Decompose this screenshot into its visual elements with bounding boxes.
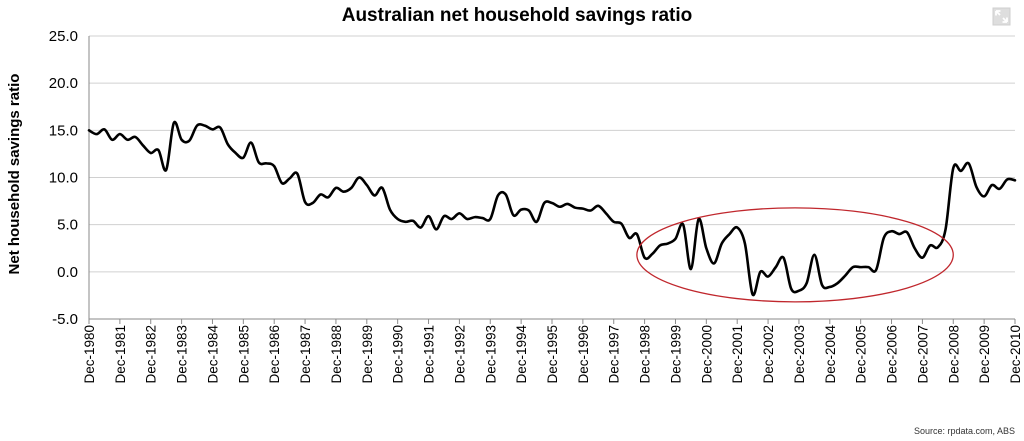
x-tick-label: Dec-1995 bbox=[545, 325, 560, 384]
x-tick-label: Dec-1991 bbox=[422, 325, 437, 384]
x-tick-label: Dec-2010 bbox=[1008, 325, 1023, 384]
y-tick-label: 5.0 bbox=[57, 217, 78, 234]
savings-ratio-line bbox=[87, 120, 1017, 297]
x-tick-label: Dec-2006 bbox=[885, 325, 900, 384]
x-tick-label: Dec-2004 bbox=[823, 325, 838, 384]
chart-title: Australian net household savings ratio bbox=[342, 5, 693, 26]
x-tick-label: Dec-1986 bbox=[267, 325, 282, 384]
x-tick-label: Dec-1990 bbox=[391, 325, 406, 384]
x-tick-label: Dec-1983 bbox=[175, 325, 190, 384]
gridlines bbox=[89, 35, 1015, 273]
x-tick-label: Dec-1981 bbox=[113, 325, 128, 384]
x-tick-label: Dec-1993 bbox=[483, 325, 498, 384]
x-tick-label: Dec-2002 bbox=[761, 325, 776, 384]
x-tick-label: Dec-1984 bbox=[206, 325, 221, 384]
x-tick-label: Dec-1997 bbox=[607, 325, 622, 384]
y-tick-label: 20.0 bbox=[49, 75, 78, 92]
x-tick-label: Dec-1992 bbox=[452, 325, 467, 384]
y-tick-label: 0.0 bbox=[57, 264, 78, 281]
x-tick-label: Dec-1980 bbox=[82, 325, 97, 384]
x-tick-label: Dec-1999 bbox=[669, 325, 684, 384]
x-tick-label: Dec-2009 bbox=[977, 325, 992, 384]
x-tick-label: Dec-1985 bbox=[236, 325, 251, 384]
source-note: Source: rpdata.com, ABS bbox=[914, 426, 1015, 436]
y-tick-label: 15.0 bbox=[49, 122, 78, 139]
expand-arrows-icon[interactable] bbox=[992, 7, 1011, 26]
x-tick-label: Dec-2005 bbox=[854, 325, 869, 384]
series-group bbox=[87, 120, 1017, 297]
y-axis-title: Net household savings ratio bbox=[6, 74, 23, 275]
y-tick-label: 10.0 bbox=[49, 170, 78, 187]
y-tick-label: 25.0 bbox=[49, 28, 78, 45]
x-tick-label: Dec-2000 bbox=[699, 325, 714, 384]
axes bbox=[88, 36, 1015, 320]
x-axis-ticks: Dec-1980 Dec-1981 Dec-1982 Dec-1983 Dec-1984… bbox=[82, 319, 1023, 384]
x-tick-label: Dec-2003 bbox=[792, 325, 807, 384]
x-tick-label: Dec-1994 bbox=[514, 325, 529, 384]
x-tick-label: Dec-1989 bbox=[360, 325, 375, 384]
x-tick-label: Dec-2007 bbox=[915, 325, 930, 384]
x-tick-label: Dec-2001 bbox=[730, 325, 745, 384]
y-tick-label: -5.0 bbox=[52, 311, 78, 328]
x-tick-label: Dec-1988 bbox=[329, 325, 344, 384]
x-tick-label: Dec-1998 bbox=[638, 325, 653, 384]
x-tick-label: Dec-1982 bbox=[144, 325, 159, 384]
x-tick-label: Dec-1996 bbox=[576, 325, 591, 384]
highlight-ellipse bbox=[636, 207, 954, 303]
x-tick-label: Dec-2008 bbox=[946, 325, 961, 384]
x-tick-label: Dec-1987 bbox=[298, 325, 313, 384]
highlight-group bbox=[636, 207, 954, 303]
y-axis-ticks: 25.0 20.0 15.0 10.0 5.0 0.0 -5.0 bbox=[49, 28, 78, 328]
